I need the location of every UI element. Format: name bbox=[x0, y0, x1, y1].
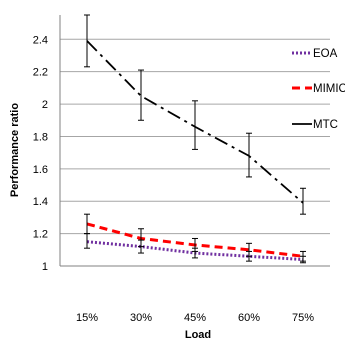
x-tick-label: 45% bbox=[184, 312, 206, 324]
y-tick-label: 1.8 bbox=[33, 131, 48, 143]
x-tick-label: 60% bbox=[238, 312, 260, 324]
y-tick-label: 1.2 bbox=[33, 229, 48, 241]
error-bar bbox=[84, 233, 90, 249]
y-tick-label: 2.2 bbox=[33, 67, 48, 79]
legend-label-eoa: EOA bbox=[313, 48, 338, 60]
error-bar bbox=[300, 250, 306, 262]
error-bar bbox=[300, 187, 306, 215]
error-bar bbox=[84, 213, 90, 235]
x-tick-label: 75% bbox=[292, 312, 314, 324]
error-bar bbox=[192, 100, 198, 150]
y-tick-label: 1.6 bbox=[33, 164, 48, 176]
legend: EOA MIMIC MTC bbox=[292, 48, 345, 131]
series bbox=[84, 14, 306, 264]
y-tick-labels: 1 1.2 1.4 1.6 1.8 2 2.2 2.4 bbox=[33, 34, 48, 273]
x-tick-label: 30% bbox=[130, 312, 152, 324]
error-bar bbox=[246, 132, 252, 178]
y-tick-label: 2.4 bbox=[33, 34, 48, 46]
y-tick-label: 2 bbox=[42, 99, 48, 111]
axes bbox=[59, 15, 330, 267]
y-tick-label: 1 bbox=[42, 261, 48, 273]
error-bar bbox=[138, 228, 144, 248]
legend-label-mtc: MTC bbox=[313, 119, 338, 131]
error-bar bbox=[138, 69, 144, 121]
legend-label-mimic: MIMIC bbox=[313, 83, 345, 95]
x-tick-label: 15% bbox=[76, 312, 98, 324]
error-bar bbox=[246, 242, 252, 257]
error-bar bbox=[84, 14, 90, 68]
x-axis-title: Load bbox=[185, 329, 211, 341]
x-tick-labels: 15% 30% 45% 60% 75% bbox=[76, 312, 314, 324]
y-axis-title: Performance ratio bbox=[9, 103, 21, 197]
y-tick-label: 1.4 bbox=[33, 196, 48, 208]
error-bar bbox=[192, 237, 198, 252]
